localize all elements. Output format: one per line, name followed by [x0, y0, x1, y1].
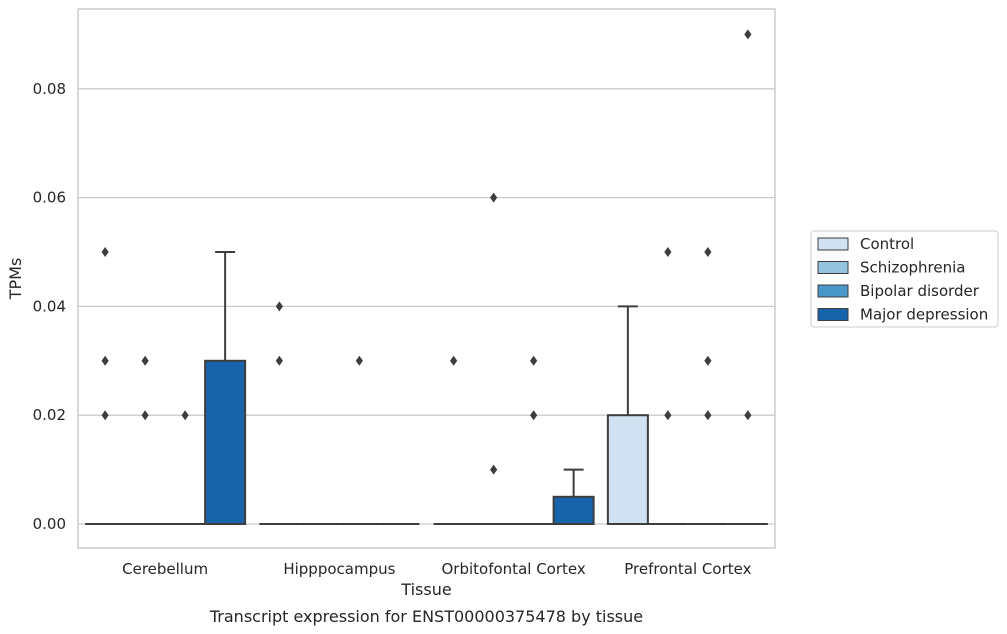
- outlier-point: [530, 355, 538, 366]
- y-tick-label: 0.04: [33, 297, 66, 315]
- x-axis-title: Tissue: [400, 580, 451, 599]
- outlier-point: [704, 355, 712, 366]
- legend-label: Schizophrenia: [860, 259, 965, 277]
- outlier-point: [101, 355, 109, 366]
- outlier-point: [181, 410, 189, 421]
- outlier-point: [744, 410, 752, 421]
- outlier-point: [141, 355, 149, 366]
- box-major-depression: [204, 251, 247, 525]
- chart-title: Transcript expression for ENST0000037547…: [209, 607, 643, 626]
- legend-items: Control Schizophrenia Bipolar disorder Majo…: [817, 235, 988, 324]
- outlier-point: [664, 247, 672, 257]
- box-body: [552, 495, 595, 525]
- y-tick-labels: 0.00 0.02 0.04 0.06 0.08: [33, 80, 66, 533]
- legend-label: Major depression: [860, 306, 988, 324]
- legend-frame: [810, 230, 999, 328]
- legend-swatch: [817, 308, 849, 321]
- y-tick-label: 0.00: [33, 515, 66, 533]
- outlier-point: [141, 410, 149, 421]
- outlier-point: [744, 29, 752, 40]
- x-tick-label: Hipppocampus: [283, 560, 395, 578]
- legend-label: Control: [860, 235, 914, 253]
- outlier-point: [490, 464, 498, 475]
- box-control: [606, 305, 649, 526]
- legend: Control Schizophrenia Bipolar disorder Majo…: [810, 230, 999, 328]
- legend-swatch: [817, 261, 849, 274]
- box-body: [606, 414, 649, 526]
- y-tick-label: 0.06: [33, 189, 66, 207]
- outlier-point: [664, 410, 672, 421]
- box-body: [204, 359, 247, 525]
- y-tick-label: 0.08: [33, 80, 66, 98]
- outlier-point: [450, 355, 458, 366]
- outlier-point: [275, 301, 283, 312]
- outlier-point: [101, 410, 109, 421]
- legend-label: Bipolar disorder: [860, 282, 980, 300]
- x-tick-label: Orbitofontal Cortex: [442, 560, 586, 578]
- y-tick-label: 0.02: [33, 406, 66, 424]
- y-axis-title: TPMs: [6, 258, 25, 301]
- plot-area: [77, 8, 776, 549]
- legend-swatch: [817, 284, 849, 298]
- x-tick-labels: Cerebellum Hipppocampus Orbitofontal Corte…: [122, 560, 751, 578]
- outlier-point: [704, 410, 712, 421]
- outlier-point: [101, 247, 109, 257]
- outlier-point: [355, 355, 363, 366]
- x-tick-label: Prefrontal Cortex: [624, 560, 751, 578]
- boxes: [85, 251, 768, 526]
- box-major-depression: [552, 468, 595, 525]
- outlier-point: [275, 355, 283, 366]
- x-tick-label: Cerebellum: [122, 560, 208, 578]
- outlier-point: [490, 192, 498, 203]
- outliers: [101, 29, 752, 475]
- outlier-point: [704, 247, 712, 257]
- legend-swatch: [817, 237, 849, 251]
- outlier-point: [530, 410, 538, 421]
